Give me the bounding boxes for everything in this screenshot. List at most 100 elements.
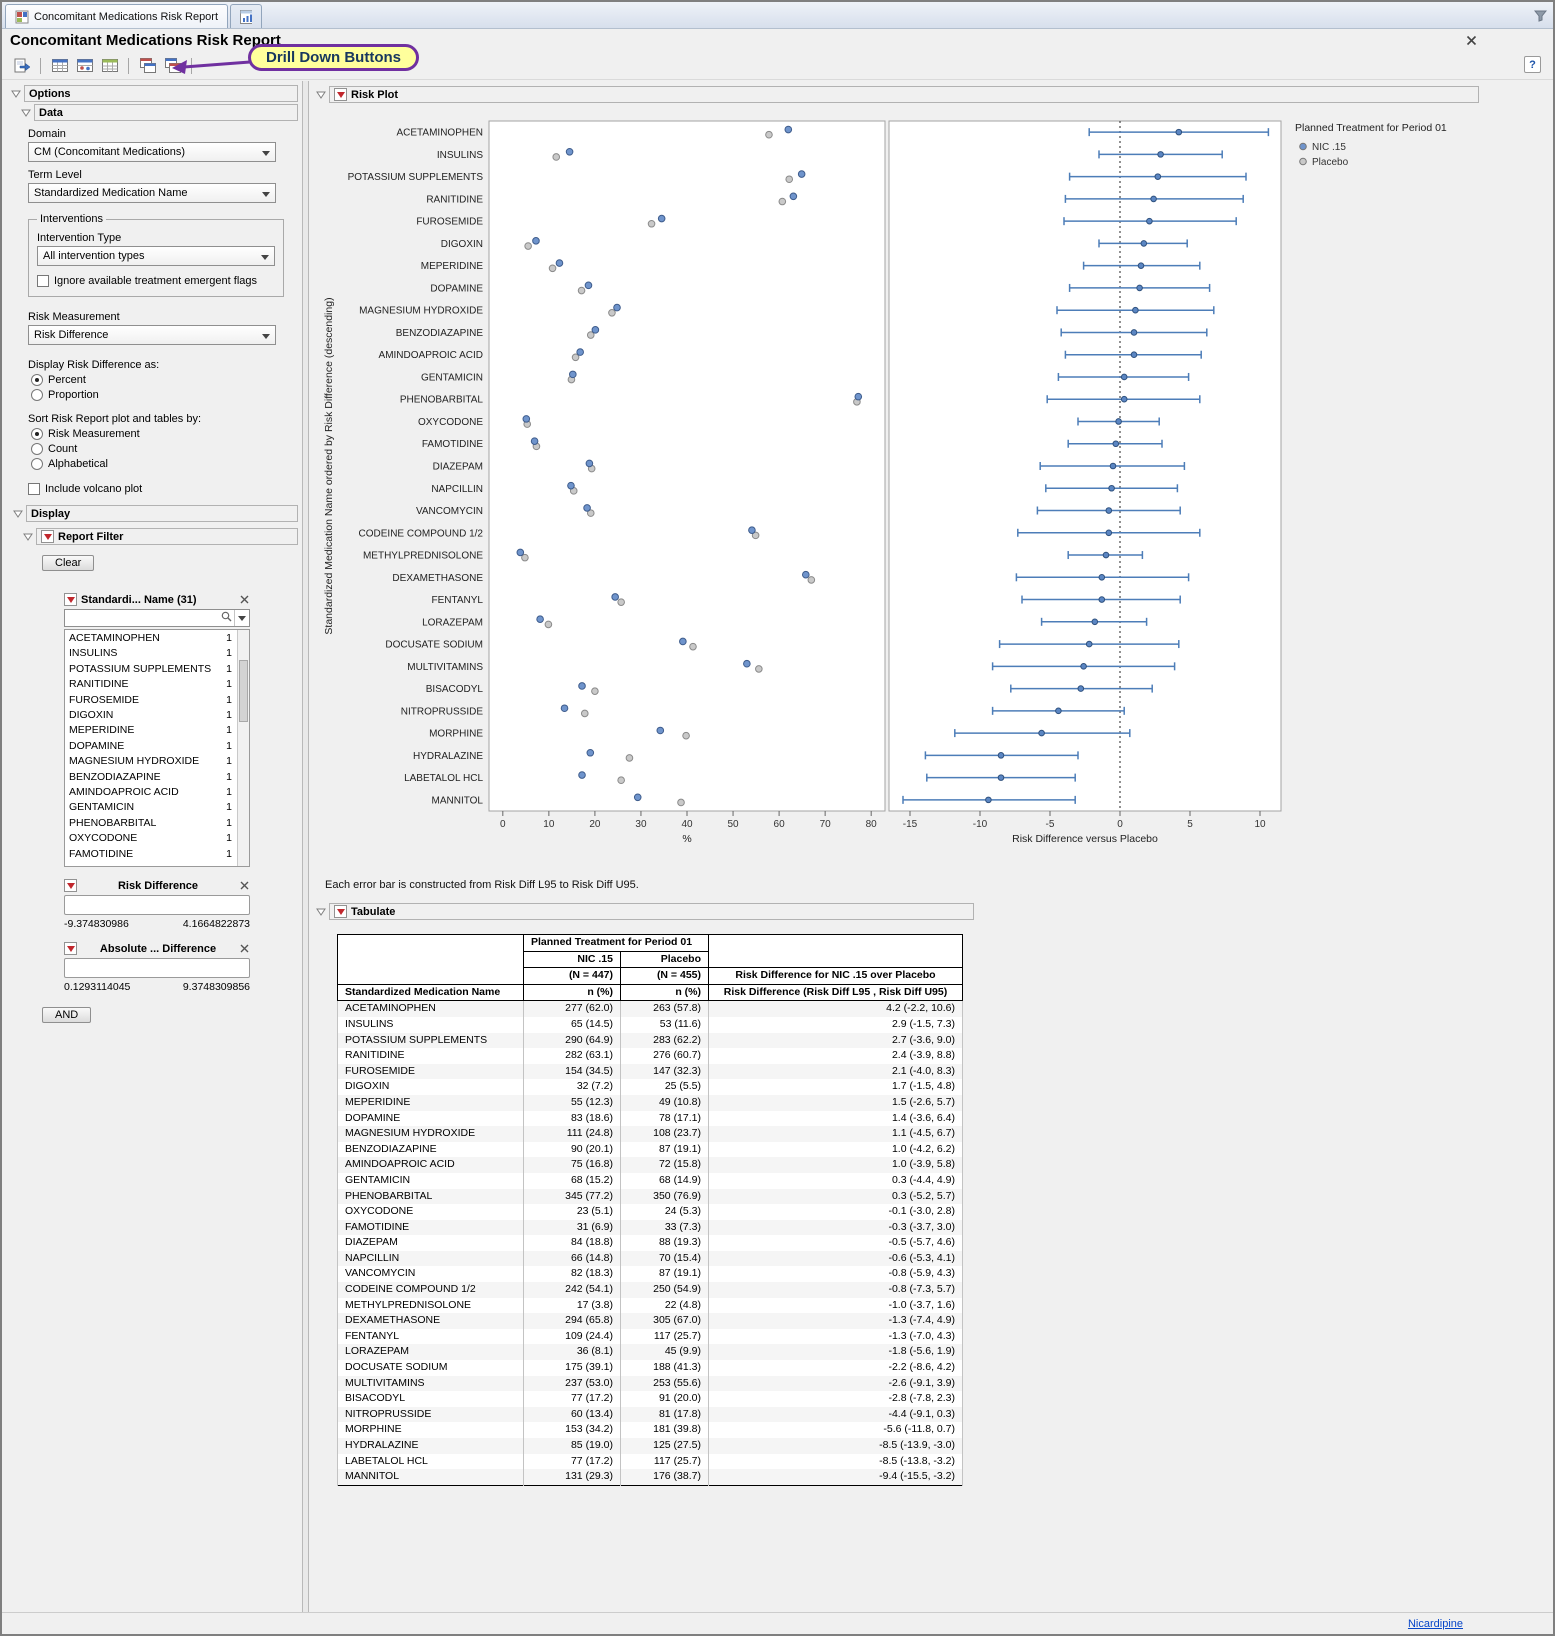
table-row[interactable]: FUROSEMIDE 154 (34.5) 147 (32.3) 2.1 (-4.0,… xyxy=(337,1063,963,1080)
table-row[interactable]: POTASSIUM SUPPLEMENTS 290 (64.9) 283 (62.2… xyxy=(337,1032,963,1049)
table-row[interactable]: MULTIVITAMINS 237 (53.0) 253 (55.6) -2.6 (-… xyxy=(337,1375,963,1392)
table-row[interactable]: BENZODIAZAPINE 90 (20.1) 87 (19.1) 1.0 (-4.… xyxy=(337,1141,963,1158)
radio-risk-measurement[interactable]: Risk Measurement xyxy=(31,428,298,440)
filter-list-item[interactable]: RANITIDINE 1 xyxy=(69,678,232,691)
help-button[interactable]: ? xyxy=(1524,56,1541,73)
panel-splitter[interactable] xyxy=(302,81,309,1612)
risk-measurement-select[interactable]: Risk Difference xyxy=(28,325,276,345)
filter-list-item[interactable]: FAMOTIDINE 1 xyxy=(69,847,232,860)
table-row[interactable]: NAPCILLIN 66 (14.8) 70 (15.4) -0.6 (-5.3, 4… xyxy=(337,1250,963,1267)
table-row[interactable]: HYDRALAZINE 85 (19.0) 125 (27.5) -8.5 (-13.… xyxy=(337,1438,963,1454)
tab-chart[interactable] xyxy=(230,4,263,28)
table-row[interactable]: OXYCODONE 23 (5.1) 24 (5.3) -0.1 (-3.0, 2.8… xyxy=(337,1204,963,1220)
filter-list-item[interactable]: ACETAMINOPHEN 1 xyxy=(69,632,232,644)
table-row[interactable]: MAGNESIUM HYDROXIDE 111 (24.8) 108 (23.7) 1… xyxy=(337,1126,963,1142)
collapse-display-icon[interactable] xyxy=(12,508,23,519)
search-options-dropdown[interactable] xyxy=(234,610,249,626)
name-filter-close-icon[interactable] xyxy=(239,594,250,605)
table-row[interactable]: DOCUSATE SODIUM 175 (39.1) 188 (41.3) -2.2 … xyxy=(337,1360,963,1376)
report-filter-menu-icon[interactable] xyxy=(41,530,54,543)
ignore-flags-checkbox[interactable] xyxy=(37,275,49,287)
filter-list-item[interactable]: OXYCODONE 1 xyxy=(69,832,232,845)
radio-proportion[interactable]: Proportion xyxy=(31,389,298,401)
table-row[interactable]: BISACODYL 77 (17.2) 91 (20.0) -2.8 (-7.8, 2… xyxy=(337,1391,963,1407)
risk-plot-menu-icon[interactable] xyxy=(334,88,347,101)
filter-list-item[interactable]: DOPAMINE 1 xyxy=(69,739,232,752)
tabulate-menu-icon[interactable] xyxy=(334,905,347,918)
collapse-report-filter-icon[interactable] xyxy=(22,531,33,542)
filter-list-item[interactable]: BENZODIAZAPINE 1 xyxy=(69,770,232,783)
clear-button[interactable]: Clear xyxy=(42,555,95,571)
tab-risk-report[interactable]: Concomitant Medications Risk Report xyxy=(5,4,229,28)
table-row[interactable]: NITROPRUSSIDE 60 (13.4) 81 (17.8) -4.4 (-9.… xyxy=(337,1406,963,1423)
filter-search-input[interactable] xyxy=(65,612,219,624)
drill-down-button-1[interactable] xyxy=(10,54,33,77)
table-row[interactable]: LABETALOL HCL 77 (17.2) 117 (25.7) -8.5 (-1… xyxy=(337,1453,963,1470)
table-row[interactable]: FAMOTIDINE 31 (6.9) 33 (7.3) -0.3 (-3.7, 3.… xyxy=(337,1219,963,1236)
table-row[interactable]: LORAZEPAM 36 (8.1) 45 (9.9) -1.8 (-5.6, 1.9… xyxy=(337,1344,963,1361)
collapse-tabulate-icon[interactable] xyxy=(315,906,326,917)
and-button[interactable]: AND xyxy=(42,1007,92,1023)
table-row[interactable]: RANITIDINE 282 (63.1) 276 (60.7) 2.4 (-3.9,… xyxy=(337,1048,963,1064)
table-row[interactable]: PHENOBARBITAL 345 (77.2) 350 (76.9) 0.3 (-5… xyxy=(337,1188,963,1205)
svg-text:FAMOTIDINE: FAMOTIDINE xyxy=(422,439,483,450)
report-filter-header: Report Filter xyxy=(22,528,298,545)
filter-list-item[interactable]: PHENOBARBITAL 1 xyxy=(69,816,232,829)
scrollbar-thumb[interactable] xyxy=(239,660,248,722)
table-row[interactable]: DIAZEPAM 84 (18.8) 88 (19.3) -0.5 (-5.7, 4.… xyxy=(337,1235,963,1251)
volcano-checkbox[interactable] xyxy=(28,483,40,495)
collapse-data-icon[interactable] xyxy=(20,107,31,118)
filter-list-item[interactable]: INSULINS 1 xyxy=(69,647,232,660)
table-row[interactable]: MORPHINE 153 (34.2) 181 (39.8) -5.6 (-11.8,… xyxy=(337,1422,963,1438)
radio-button-icon xyxy=(31,428,43,440)
risk-filter-menu-icon[interactable] xyxy=(64,879,77,892)
radio-alphabetical[interactable]: Alphabetical xyxy=(31,458,298,470)
drill-down-button-4[interactable] xyxy=(98,54,121,77)
abs-filter-menu-icon[interactable] xyxy=(64,942,77,955)
term-level-select[interactable]: Standardized Medication Name xyxy=(28,183,276,203)
data-table-grid-icon xyxy=(101,58,118,72)
svg-text:METHYLPREDNISOLONE: METHYLPREDNISOLONE xyxy=(363,551,483,562)
table-row[interactable]: MANNITOL 131 (29.3) 176 (38.7) -9.4 (-15.5,… xyxy=(337,1469,963,1486)
radio-button-icon xyxy=(31,389,43,401)
risk-difference-range-slider[interactable] xyxy=(64,895,250,915)
table-row[interactable]: GENTAMICIN 68 (15.2) 68 (14.9) 0.3 (-4.4, 4… xyxy=(337,1172,963,1189)
table-row[interactable]: DEXAMETHASONE 294 (65.8) 305 (67.0) -1.3 (-… xyxy=(337,1313,963,1329)
filter-list-item[interactable]: POTASSIUM SUPPLEMENTS 1 xyxy=(69,662,232,675)
table-row[interactable]: INSULINS 65 (14.5) 53 (11.6) 2.9 (-1.5, 7.3… xyxy=(337,1016,963,1033)
abs-filter-close-icon[interactable] xyxy=(239,943,250,954)
study-link[interactable]: Nicardipine xyxy=(1407,1617,1463,1630)
filter-list-item[interactable]: FUROSEMIDE 1 xyxy=(69,693,232,706)
drill-down-button-5[interactable] xyxy=(136,54,159,77)
table-row[interactable]: CODEINE COMPOUND 1/2 242 (54.1) 250 (54.9)… xyxy=(337,1282,963,1298)
filter-list-item[interactable]: DIGOXIN 1 xyxy=(69,709,232,722)
table-row[interactable]: ACETAMINOPHEN 277 (62.0) 263 (57.8) 4.2 (-2… xyxy=(337,1000,963,1017)
name-filter-menu-icon[interactable] xyxy=(64,593,77,606)
drill-down-button-3[interactable] xyxy=(73,54,96,77)
filter-list-item[interactable]: MEPERIDINE 1 xyxy=(69,724,232,737)
domain-select[interactable]: CM (Concomitant Medications) xyxy=(28,142,276,162)
table-row[interactable]: FENTANYL 109 (24.4) 117 (25.7) -1.3 (-7.0, … xyxy=(337,1328,963,1345)
filter-list-item[interactable]: GENTAMICIN 1 xyxy=(69,801,232,814)
scrollbar[interactable] xyxy=(237,630,249,866)
risk-plot-canvas[interactable]: 0 10 20 30 40 50 60 70 80 -15 -10 -5 0 5 10% Risk Diffe… xyxy=(319,105,1484,877)
filter-list-item[interactable]: MAGNESIUM HYDROXIDE 1 xyxy=(69,755,232,768)
filter-funnel-icon[interactable] xyxy=(1533,9,1548,27)
intervention-type-select[interactable]: All intervention types xyxy=(37,246,275,266)
table-row[interactable]: AMINDOAPROIC ACID 75 (16.8) 72 (15.8) 1.0 (… xyxy=(337,1157,963,1173)
table-row[interactable]: DIGOXIN 32 (7.2) 25 (5.5) 1.7 (-1.5, 4.8) xyxy=(337,1079,963,1095)
filter-list-item[interactable]: AMINDOAPROIC ACID 1 xyxy=(69,786,232,799)
close-report-button[interactable] xyxy=(1463,32,1479,48)
radio-count[interactable]: Count xyxy=(31,443,298,455)
svg-text:ACETAMINOPHEN: ACETAMINOPHEN xyxy=(397,128,484,139)
table-row[interactable]: MEPERIDINE 55 (12.3) 49 (10.8) 1.5 (-2.6, 5… xyxy=(337,1094,963,1111)
absolute-difference-range-slider[interactable] xyxy=(64,958,250,978)
collapse-risk-plot-icon[interactable] xyxy=(315,89,326,100)
risk-filter-close-icon[interactable] xyxy=(239,880,250,891)
table-row[interactable]: METHYLPREDNISOLONE 17 (3.8) 22 (4.8) -1.0 (… xyxy=(337,1297,963,1314)
table-row[interactable]: DOPAMINE 83 (18.6) 78 (17.1) 1.4 (-3.6, 6.4… xyxy=(337,1110,963,1127)
radio-percent[interactable]: Percent xyxy=(31,374,298,386)
collapse-options-icon[interactable] xyxy=(10,88,21,99)
table-row[interactable]: VANCOMYCIN 82 (18.3) 87 (19.1) -0.8 (-5.9, … xyxy=(337,1266,963,1283)
drill-down-button-2[interactable] xyxy=(48,54,71,77)
